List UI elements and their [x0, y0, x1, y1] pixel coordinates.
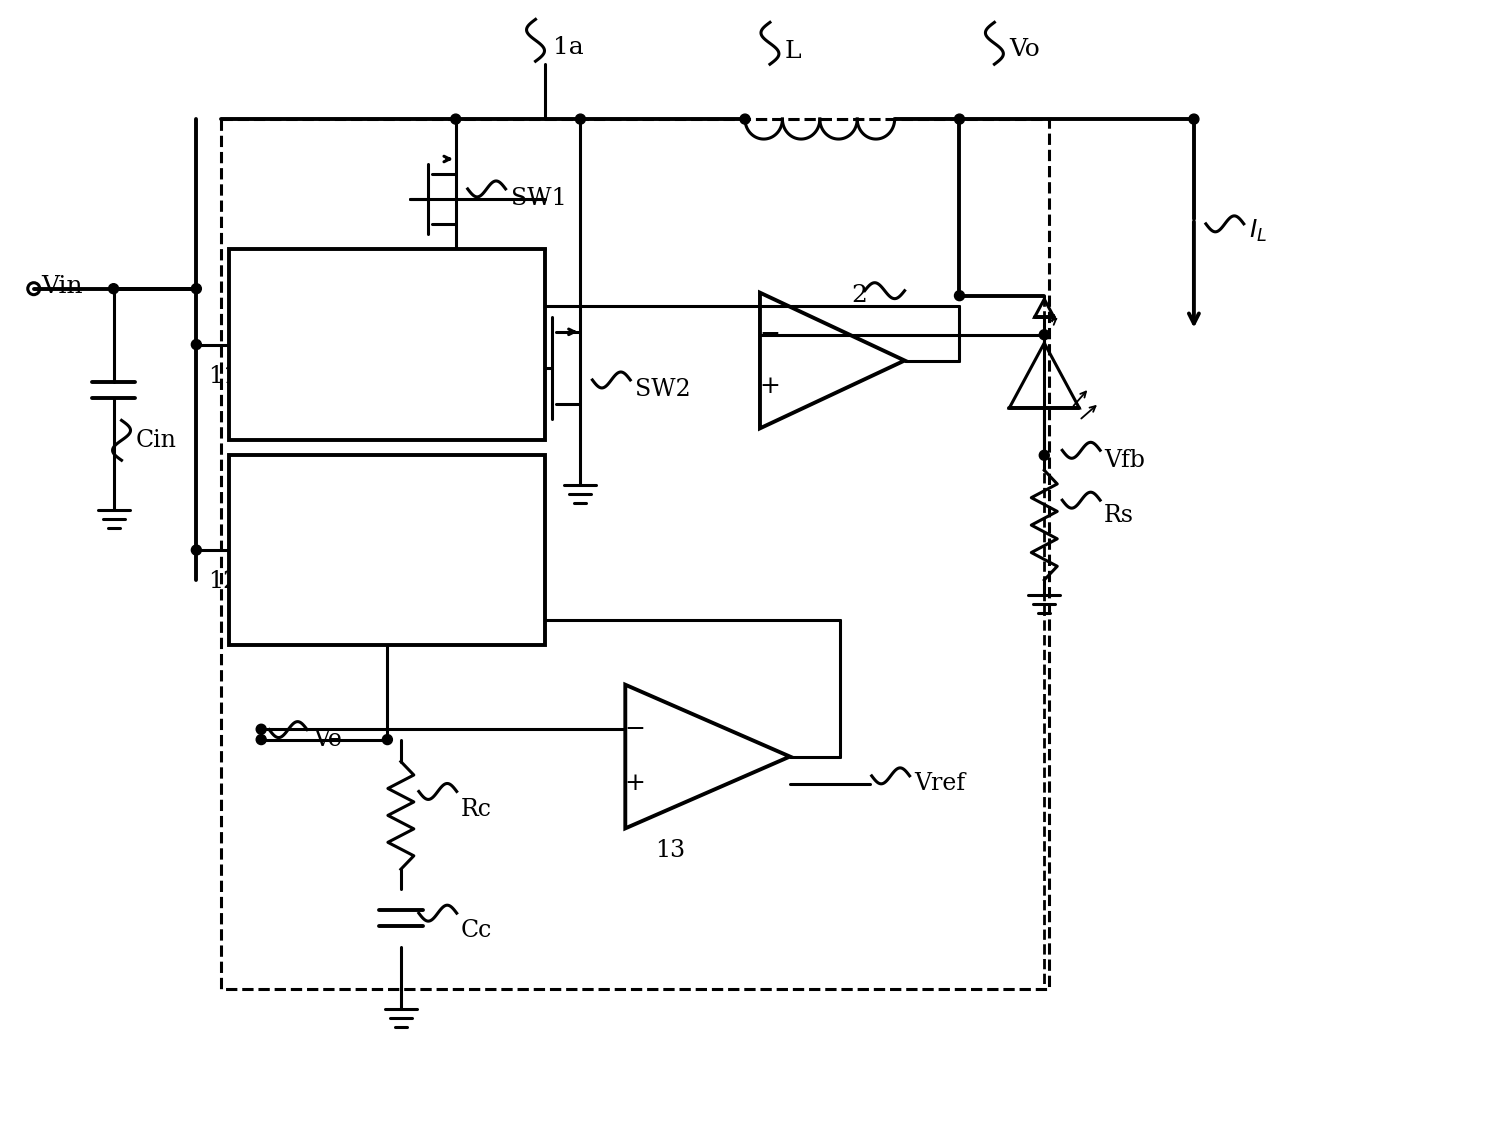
Bar — [229, 248, 545, 441]
Text: 栌极驱动: 栌极驱动 — [355, 313, 421, 341]
Circle shape — [1039, 330, 1049, 339]
Circle shape — [192, 284, 201, 294]
Circle shape — [192, 546, 201, 555]
Text: 脉宽调变: 脉宽调变 — [355, 518, 421, 546]
Text: 电路: 电路 — [371, 351, 404, 378]
Text: Rc: Rc — [461, 798, 491, 821]
Text: −: − — [759, 323, 780, 346]
Text: 2: 2 — [852, 284, 868, 308]
Text: Vfb: Vfb — [1105, 449, 1145, 472]
Circle shape — [256, 724, 266, 735]
Bar — [222, 120, 1049, 989]
Text: +: + — [759, 375, 780, 398]
Text: L: L — [784, 40, 801, 63]
Text: Vref: Vref — [915, 772, 966, 795]
Circle shape — [382, 735, 392, 745]
Circle shape — [1039, 450, 1049, 460]
Text: Cin: Cin — [136, 428, 177, 452]
Text: 控制器: 控制器 — [362, 557, 412, 583]
Circle shape — [256, 735, 266, 745]
Circle shape — [740, 114, 750, 124]
Text: 12: 12 — [208, 571, 238, 593]
Text: +: + — [624, 772, 645, 795]
Circle shape — [192, 339, 201, 350]
Text: Ve: Ve — [313, 728, 341, 751]
Text: 11: 11 — [208, 364, 238, 388]
Circle shape — [575, 114, 585, 124]
Bar — [229, 456, 545, 645]
Circle shape — [955, 114, 964, 124]
Circle shape — [109, 284, 118, 294]
Text: SW1: SW1 — [510, 188, 566, 211]
Circle shape — [1189, 114, 1199, 124]
Text: −: − — [624, 718, 645, 740]
Text: 1a: 1a — [554, 35, 584, 59]
Text: 13: 13 — [656, 838, 686, 862]
Text: SW2: SW2 — [635, 378, 692, 401]
Text: Vin: Vin — [42, 276, 84, 298]
Text: $\mathit{I_L}$: $\mathit{I_L}$ — [1248, 218, 1266, 244]
Circle shape — [955, 290, 964, 301]
Text: Vo: Vo — [1009, 38, 1040, 60]
Circle shape — [451, 114, 461, 124]
Text: Cc: Cc — [461, 919, 493, 942]
Text: Rs: Rs — [1105, 503, 1135, 526]
